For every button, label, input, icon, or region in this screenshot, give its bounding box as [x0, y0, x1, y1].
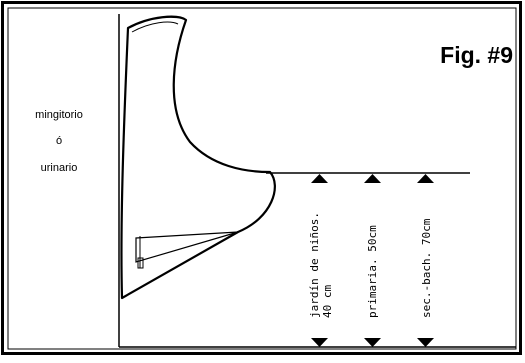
figure-label: Fig. #9	[440, 42, 513, 68]
arrow-up-icon	[311, 174, 328, 183]
arrow-down-icon	[364, 338, 381, 347]
arrow-up-icon	[417, 174, 434, 183]
arrow-down-icon	[417, 338, 434, 347]
height-label-primaria: primaria. 50cm	[366, 225, 379, 318]
side-label-line1: mingitorio	[35, 109, 83, 121]
urinal-top-edge	[131, 21, 179, 33]
urinal-outlet	[137, 257, 144, 269]
urinal-trap	[135, 231, 239, 263]
side-label-line3: urinario	[41, 162, 78, 174]
height-label-secundaria: sec.-bach. 70cm	[420, 218, 433, 318]
outer-frame	[1, 1, 522, 355]
inner-frame	[7, 7, 517, 350]
side-label-line2: ó	[56, 135, 62, 147]
height-label-kinder-line1: jardín de niños.	[308, 212, 321, 318]
arrow-up-icon	[364, 174, 381, 183]
urinal-outline	[120, 15, 276, 300]
height-label-kinder-line2: 40 cm	[321, 285, 334, 318]
arrow-down-icon	[311, 338, 328, 347]
